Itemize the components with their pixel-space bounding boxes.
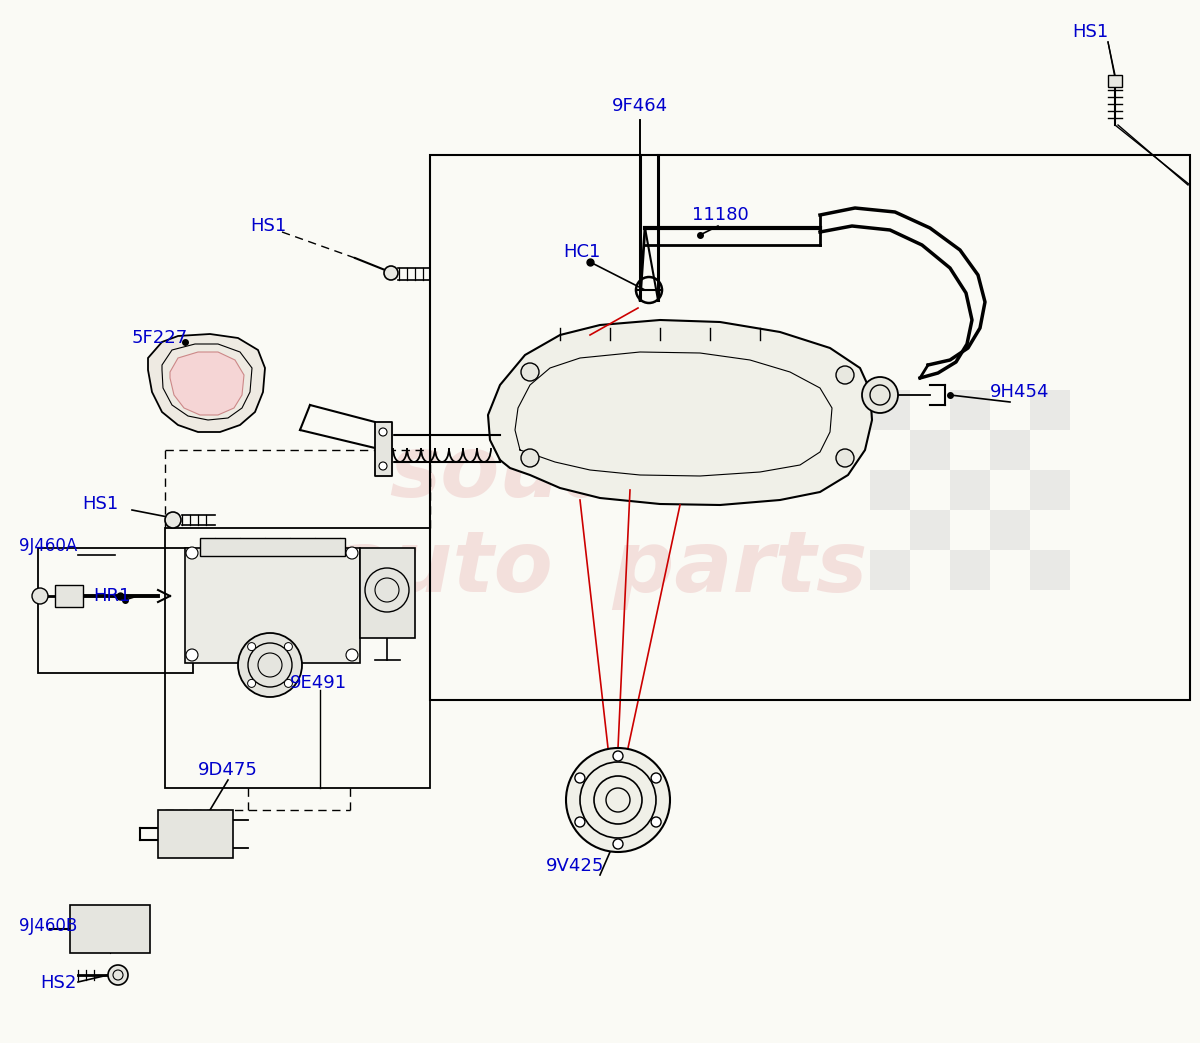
Circle shape xyxy=(247,679,256,687)
Text: HS1: HS1 xyxy=(250,217,286,235)
Bar xyxy=(200,538,346,556)
Circle shape xyxy=(521,363,539,381)
Circle shape xyxy=(836,366,854,384)
Bar xyxy=(1030,470,1070,510)
Bar xyxy=(950,390,990,430)
Circle shape xyxy=(521,448,539,467)
Polygon shape xyxy=(488,320,872,505)
Text: 9E491: 9E491 xyxy=(289,674,347,692)
Bar xyxy=(1108,75,1122,87)
Bar xyxy=(870,470,910,510)
Bar xyxy=(910,510,950,550)
Text: HC1: HC1 xyxy=(563,243,601,261)
Circle shape xyxy=(613,839,623,849)
Circle shape xyxy=(186,649,198,661)
Bar xyxy=(1030,550,1070,590)
Bar xyxy=(990,430,1030,470)
Circle shape xyxy=(862,377,898,413)
Text: HS1: HS1 xyxy=(82,495,118,513)
Circle shape xyxy=(575,817,584,827)
Circle shape xyxy=(238,633,302,697)
Bar xyxy=(950,550,990,590)
Circle shape xyxy=(247,642,256,651)
Text: 9J460B: 9J460B xyxy=(19,917,77,935)
Circle shape xyxy=(566,748,670,852)
Circle shape xyxy=(384,266,398,280)
Circle shape xyxy=(284,642,293,651)
Bar xyxy=(360,548,415,638)
Text: 11180: 11180 xyxy=(691,207,749,224)
Circle shape xyxy=(652,773,661,783)
Circle shape xyxy=(186,547,198,559)
Text: 9D475: 9D475 xyxy=(198,761,258,779)
Bar xyxy=(870,550,910,590)
Text: 9F464: 9F464 xyxy=(612,97,668,115)
Circle shape xyxy=(166,512,181,528)
Polygon shape xyxy=(374,422,392,476)
Text: souderia
auto  parts: souderia auto parts xyxy=(332,432,868,610)
Text: 9J460A: 9J460A xyxy=(19,537,77,555)
Circle shape xyxy=(836,448,854,467)
Circle shape xyxy=(379,428,386,436)
Circle shape xyxy=(652,817,661,827)
Bar xyxy=(158,810,233,858)
Circle shape xyxy=(613,751,623,761)
Bar xyxy=(990,510,1030,550)
Bar xyxy=(1030,390,1070,430)
Bar xyxy=(950,470,990,510)
Circle shape xyxy=(32,588,48,604)
Bar xyxy=(55,585,83,607)
Circle shape xyxy=(346,547,358,559)
Text: HS2: HS2 xyxy=(40,974,76,992)
Circle shape xyxy=(284,679,293,687)
Text: HS1: HS1 xyxy=(1072,23,1108,41)
Bar xyxy=(70,905,150,953)
Circle shape xyxy=(108,965,128,985)
Text: HR1: HR1 xyxy=(94,587,131,605)
Bar xyxy=(430,155,1190,700)
Bar xyxy=(185,548,360,663)
Bar xyxy=(38,548,193,673)
Bar xyxy=(166,528,430,789)
Text: 9H454: 9H454 xyxy=(990,383,1050,401)
Circle shape xyxy=(575,773,584,783)
Polygon shape xyxy=(170,351,244,415)
Bar xyxy=(910,430,950,470)
Text: 9V425: 9V425 xyxy=(546,857,604,875)
Polygon shape xyxy=(148,334,265,432)
Circle shape xyxy=(379,462,386,470)
Circle shape xyxy=(346,649,358,661)
Bar xyxy=(870,390,910,430)
Text: 5F227: 5F227 xyxy=(132,329,188,347)
